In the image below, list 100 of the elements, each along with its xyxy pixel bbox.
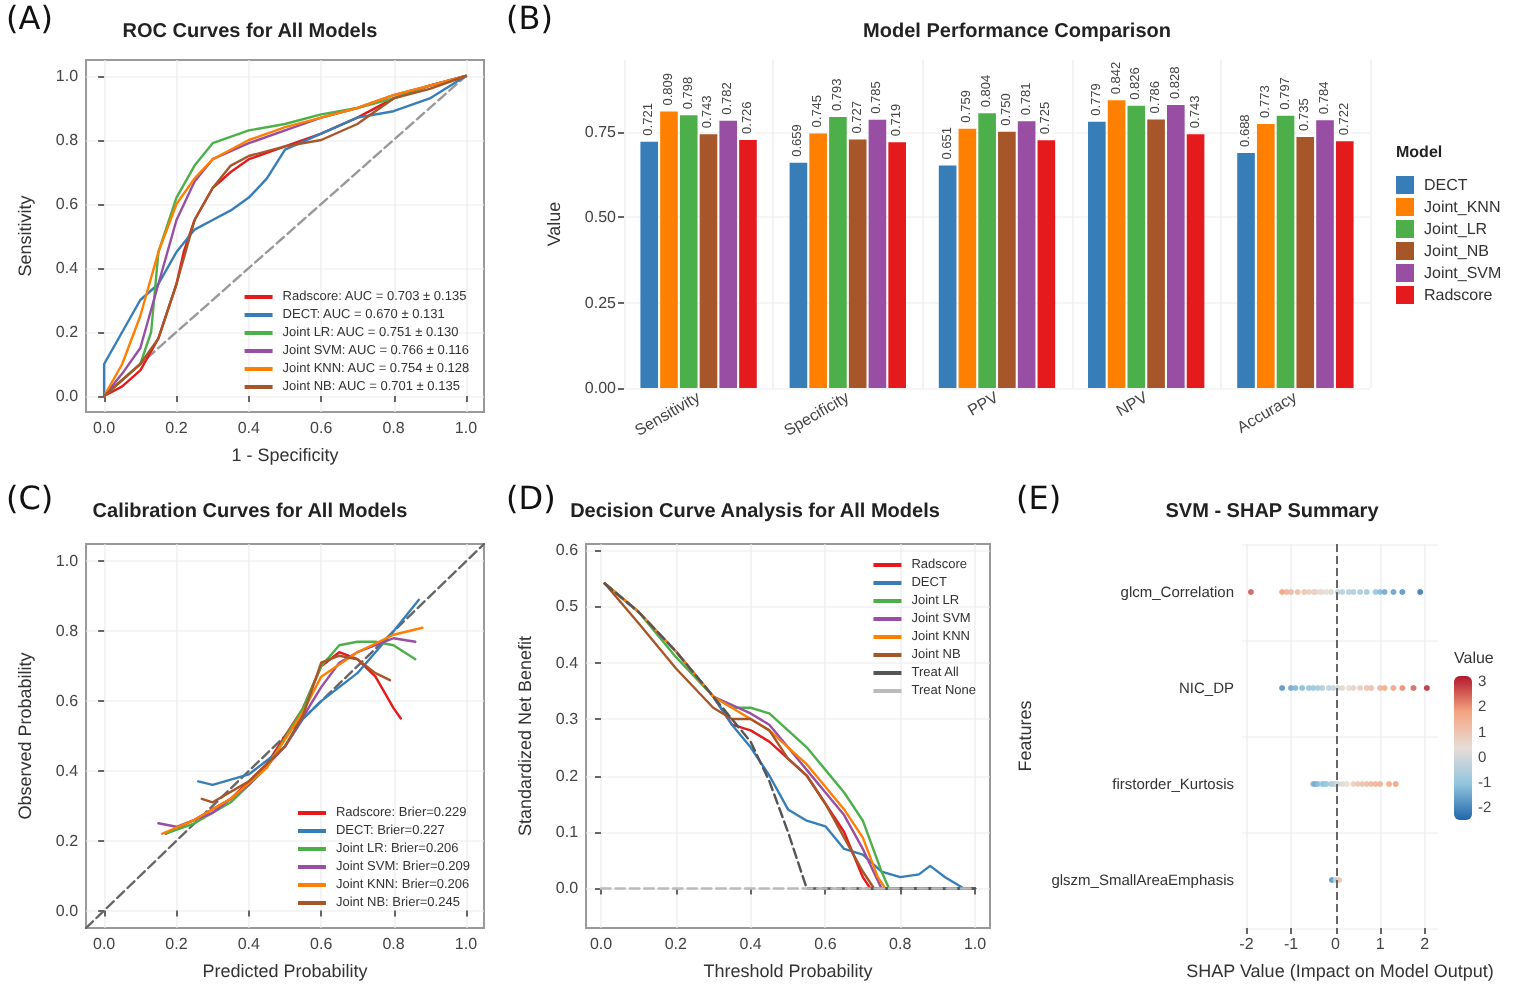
x-tick-label: 0.4 [739, 935, 763, 953]
bar [1276, 115, 1295, 388]
x-tick-label: 1.0 [963, 935, 988, 953]
bar [1107, 100, 1126, 388]
bar [1127, 105, 1146, 388]
legend-label: Radscore [1424, 286, 1494, 304]
text: (C) [6, 479, 54, 517]
y-tick-label: 0.25 [584, 293, 618, 312]
y-tick-label: 1.0 [55, 67, 80, 85]
y-axis-title: Features [1015, 699, 1035, 772]
y-tick-label: 0.6 [555, 540, 580, 559]
legend-label: DECT [1424, 176, 1468, 194]
bar [699, 134, 718, 388]
x-tick-label: 0.0 [93, 419, 117, 437]
chart-title: Calibration Curves for All Models [92, 501, 409, 523]
bar [1296, 136, 1315, 388]
bar [868, 119, 887, 388]
x-tick-label: 0.8 [889, 935, 913, 953]
y-tick-label: 0.0 [55, 901, 80, 920]
bar [1037, 140, 1056, 388]
bar [640, 141, 659, 388]
x-tick-label: PPV [964, 387, 1003, 420]
x-tick-label: 0.0 [93, 935, 117, 953]
y-tick-label: 0.8 [55, 622, 80, 641]
bar [1017, 121, 1036, 388]
bar [679, 115, 698, 388]
x-tick-label: 1.0 [454, 935, 479, 953]
bar [1167, 105, 1185, 388]
x-tick-label: 0.2 [664, 935, 689, 953]
y-tick-label: 0.4 [55, 761, 80, 780]
legend-label: Joint_SVM [1424, 264, 1503, 282]
chart-title: Model Performance Comparison [863, 21, 1171, 43]
bar [829, 117, 847, 388]
x-tick-label: 0 [1331, 935, 1342, 953]
x-tick-label: 0.6 [310, 419, 334, 437]
legend-title: Model [1396, 143, 1443, 161]
x-tick-label: 0.4 [237, 419, 262, 437]
bar [789, 162, 808, 388]
x-axis-title: 1 - Specificity [231, 444, 340, 465]
bar [848, 139, 867, 388]
y-tick-label: 0.2 [55, 831, 80, 850]
legend-label: Joint_KNN [1424, 198, 1501, 216]
x-tick-label: 0.8 [382, 935, 406, 953]
x-tick-label: -2 [1239, 935, 1255, 953]
x-tick-label: 0.6 [814, 935, 838, 953]
bar [660, 111, 678, 388]
bar [1237, 152, 1255, 388]
x-axis-title: Threshold Probability [703, 960, 874, 981]
bar [888, 142, 906, 388]
text: (D) [506, 479, 556, 517]
y-axis-title: Observed Probability [15, 651, 35, 820]
x-tick-label: 0.2 [165, 935, 189, 953]
legend-label: Joint_LR [1424, 220, 1488, 238]
x-tick-label: 2 [1420, 935, 1431, 953]
bar [1147, 119, 1165, 388]
x-tick-label: 0.8 [382, 419, 406, 437]
x-axis-title: SHAP Value (Impact on Model Output) [1186, 960, 1494, 981]
x-tick-label: 1 [1375, 935, 1386, 953]
bar [1316, 120, 1334, 388]
y-tick-label: 0.6 [55, 195, 80, 213]
y-tick-label: 0.0 [555, 879, 580, 898]
text: (E) [1016, 479, 1062, 517]
bar [739, 139, 757, 388]
y-tick-label: 0.50 [584, 208, 618, 227]
y-tick-label: 0.4 [55, 259, 80, 277]
x-tick-label: 0.4 [237, 935, 262, 953]
bar [978, 113, 996, 388]
y-tick-label: 0.1 [555, 823, 580, 841]
x-tick-label: -1 [1283, 935, 1300, 953]
bar [958, 128, 977, 388]
x-tick-label: 1.0 [454, 419, 479, 437]
text: (A) [6, 0, 53, 37]
bar [938, 165, 957, 388]
bar [1335, 141, 1354, 388]
color-bar-title: Value [1454, 649, 1495, 667]
chart-title: ROC Curves for All Models [122, 21, 379, 43]
y-axis-title: Sensitivity [15, 194, 35, 277]
y-tick-label: 0.6 [55, 692, 80, 711]
y-tick-label: 0.75 [584, 122, 618, 141]
bar [1088, 121, 1106, 388]
y-axis-title: Value [544, 201, 565, 247]
x-axis-title: Predicted Probability [202, 960, 369, 981]
line-series [196, 598, 421, 787]
text: (B) [506, 0, 553, 37]
x-tick-label: NPV [1113, 387, 1152, 421]
y-tick-label: 0.2 [555, 766, 580, 785]
y-tick-label: 0.4 [555, 653, 580, 672]
line-series [200, 654, 392, 804]
y-tick-label: 0.3 [555, 710, 580, 729]
bar [998, 131, 1016, 388]
chart-title: Decision Curve Analysis for All Models [570, 501, 941, 523]
y-tick-label: 0.8 [55, 131, 80, 149]
x-tick-label: 0.6 [310, 935, 334, 953]
y-tick-label: 0.2 [55, 323, 80, 341]
bar [809, 133, 827, 388]
chart-title: SVM - SHAP Summary [1165, 501, 1380, 523]
y-tick-label: 0.00 [584, 379, 618, 397]
y-axis-title: Standardized Net Benefit [515, 634, 535, 837]
y-tick-label: 0.5 [555, 597, 580, 616]
bar [719, 120, 738, 388]
